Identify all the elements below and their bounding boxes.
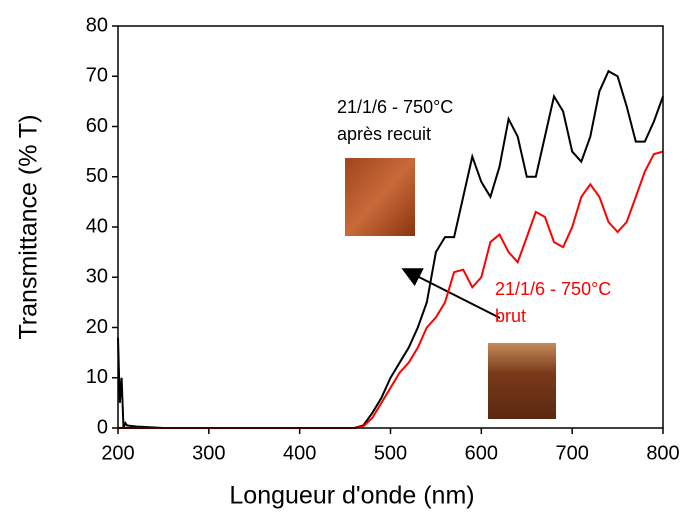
arrow bbox=[401, 268, 501, 319]
y-tick-label: 10 bbox=[86, 366, 108, 388]
x-tick-label: 300 bbox=[192, 442, 225, 464]
y-tick-label: 0 bbox=[97, 416, 108, 438]
annotation: 21/1/6 - 750°C bbox=[495, 279, 611, 299]
x-tick-label: 700 bbox=[555, 442, 588, 464]
y-tick-label: 70 bbox=[86, 65, 108, 87]
y-axis-label: Transmittance (% T) bbox=[15, 114, 43, 339]
sample-photo bbox=[488, 343, 556, 419]
annotation: 21/1/6 - 750°C bbox=[337, 97, 453, 117]
y-tick-label: 40 bbox=[86, 215, 108, 237]
x-tick-label: 500 bbox=[374, 442, 407, 464]
x-axis-label: Longueur d'onde (nm) bbox=[229, 482, 474, 510]
x-tick-label: 600 bbox=[465, 442, 498, 464]
annotation: après recuit bbox=[337, 124, 431, 144]
sample-photo bbox=[345, 158, 415, 236]
x-tick-label: 200 bbox=[101, 442, 134, 464]
y-tick-label: 50 bbox=[86, 165, 108, 187]
x-tick-label: 800 bbox=[646, 442, 679, 464]
y-tick-label: 60 bbox=[86, 115, 108, 137]
plot-frame bbox=[117, 25, 664, 429]
y-tick-label: 30 bbox=[86, 266, 108, 288]
annotation: brut bbox=[495, 306, 526, 326]
y-tick-label: 80 bbox=[86, 14, 108, 36]
x-tick-label: 400 bbox=[283, 442, 316, 464]
y-tick-label: 20 bbox=[86, 316, 108, 338]
